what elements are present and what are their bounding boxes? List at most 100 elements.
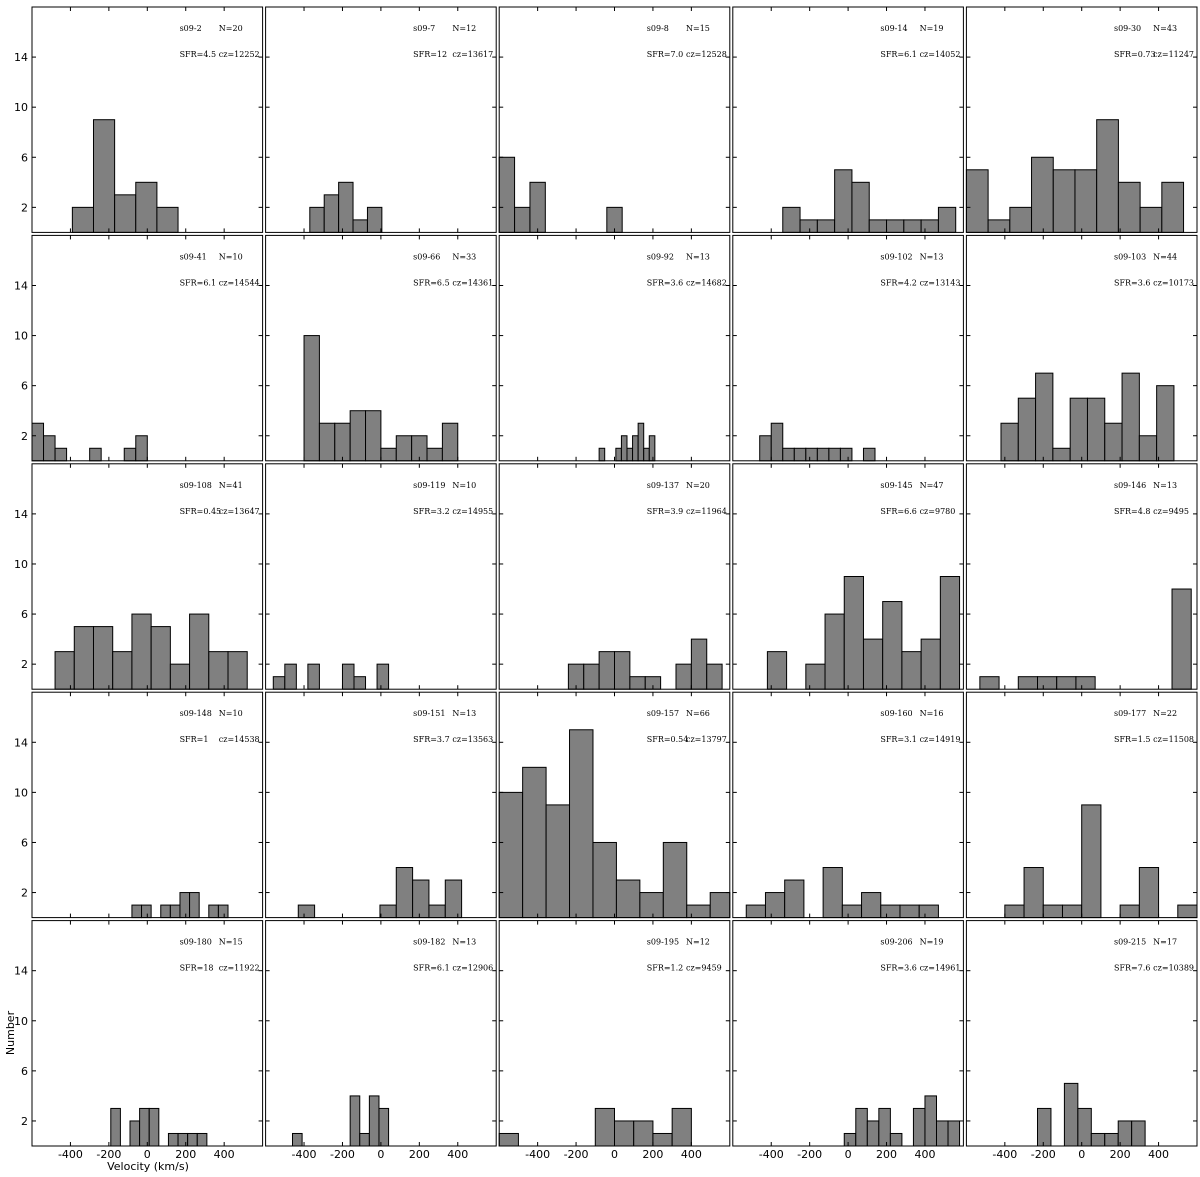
y-tick-label: 14 bbox=[14, 279, 28, 292]
histogram-bar bbox=[615, 879, 641, 919]
y-tick-label: 14 bbox=[14, 51, 28, 64]
histogram-bar bbox=[378, 1107, 390, 1147]
histogram-bar bbox=[169, 663, 191, 690]
sfr-label: SFR=3.6 bbox=[880, 964, 916, 973]
sfr-label: SFR=0.73 bbox=[1114, 50, 1156, 59]
sfr-label: SFR=7.0 bbox=[647, 50, 683, 59]
y-tick-label: 14 bbox=[14, 508, 28, 521]
histogram-bar bbox=[272, 676, 286, 690]
histogram-bar bbox=[639, 892, 664, 919]
galaxy-name-label: s09-148 bbox=[180, 709, 212, 718]
galaxy-name-label: s09-108 bbox=[180, 481, 212, 490]
histogram-bar bbox=[805, 447, 818, 462]
histogram-bar bbox=[349, 1095, 361, 1147]
histogram-bar bbox=[444, 879, 463, 919]
x-tick-label: 0 bbox=[377, 1148, 384, 1161]
histogram-bar bbox=[412, 879, 430, 919]
panel-frame bbox=[732, 691, 964, 919]
histogram-bar bbox=[498, 1132, 519, 1147]
galaxy-name-label: s09-195 bbox=[647, 938, 679, 947]
cz-label: cz=12528 bbox=[686, 50, 727, 59]
histogram-bar bbox=[633, 1120, 654, 1147]
panel-s09-8: s09-8 N=15 SFR=7.0 cz=12528 bbox=[498, 6, 731, 233]
galaxy-name-label: s09-145 bbox=[880, 481, 912, 490]
histogram-bar bbox=[349, 410, 367, 462]
sfr-label: SFR=1.5 bbox=[1114, 735, 1150, 744]
sfr-label: SFR=3.6 bbox=[1114, 278, 1150, 287]
x-tick-label: -200 bbox=[330, 1148, 355, 1161]
histogram-bar bbox=[1077, 1107, 1092, 1147]
sfr-label: SFR=3.1 bbox=[880, 735, 916, 744]
cz-label: cz=14919 bbox=[920, 735, 961, 744]
panel-s09-102: s09-102 N=13 SFR=4.2 cz=13143 bbox=[732, 234, 964, 462]
histogram-bar bbox=[1023, 867, 1044, 919]
cz-label: cz=9495 bbox=[1153, 507, 1189, 516]
cz-label: cz=14961 bbox=[920, 964, 961, 973]
histogram-bar bbox=[901, 651, 922, 690]
histogram-bar bbox=[43, 435, 56, 462]
x-tick-label: 400 bbox=[914, 1148, 935, 1161]
histogram-bar bbox=[380, 447, 397, 462]
panel-frame bbox=[498, 234, 731, 462]
panel-s09-215: -400 -200 0 200 400 s09-215 N=17 SFR=7.6 cz=1038… bbox=[965, 920, 1198, 1161]
sfr-label: SFR=3.7 bbox=[413, 735, 449, 744]
histogram-bar bbox=[592, 841, 617, 919]
sfr-label: SFR=4.5 bbox=[180, 50, 216, 59]
histogram-bar bbox=[366, 206, 383, 233]
n-count-label: N=10 bbox=[452, 481, 476, 490]
y-tick-label: 2 bbox=[21, 887, 28, 900]
histogram-bar bbox=[1056, 676, 1077, 690]
sfr-label: SFR=3.2 bbox=[413, 507, 449, 516]
x-tick-label: 0 bbox=[845, 1148, 852, 1161]
x-tick-label: 400 bbox=[214, 1148, 235, 1161]
histogram-bar bbox=[569, 729, 594, 919]
cz-label: cz=12252 bbox=[219, 50, 260, 59]
y-tick-label: 6 bbox=[21, 608, 28, 621]
x-tick-label: -400 bbox=[992, 1148, 1017, 1161]
galaxy-name-label: s09-92 bbox=[647, 252, 674, 261]
cz-label: cz=12906 bbox=[452, 964, 493, 973]
histogram-bar bbox=[1104, 1132, 1119, 1147]
y-tick-label: 14 bbox=[14, 736, 28, 749]
histogram-bar bbox=[851, 181, 870, 233]
histogram-bar bbox=[1017, 397, 1037, 462]
histogram-bar bbox=[284, 663, 297, 690]
cz-label: cz=11922 bbox=[219, 964, 260, 973]
galaxy-name-label: s09-66 bbox=[413, 252, 440, 261]
histogram-bar bbox=[189, 613, 210, 690]
histogram-bar bbox=[784, 879, 805, 919]
histogram-bar bbox=[379, 904, 397, 919]
histogram-bar bbox=[899, 904, 920, 919]
sfr-label: SFR=3.9 bbox=[647, 507, 683, 516]
x-tick-label: 0 bbox=[144, 1148, 151, 1161]
panel-frame bbox=[31, 234, 264, 462]
cz-label: cz=9780 bbox=[920, 507, 956, 516]
galaxy-name-label: s09-177 bbox=[1114, 709, 1146, 718]
n-count-label: N=41 bbox=[219, 481, 243, 490]
histogram-bar bbox=[112, 651, 133, 690]
histogram-bar bbox=[169, 904, 181, 919]
cz-label: cz=13647 bbox=[219, 507, 260, 516]
histogram-bar bbox=[598, 447, 606, 462]
n-count-label: N=20 bbox=[686, 481, 710, 490]
histogram-bar bbox=[947, 1120, 961, 1147]
histogram-bar bbox=[309, 206, 325, 233]
histogram-bar bbox=[866, 1120, 880, 1147]
histogram-bar bbox=[615, 447, 622, 462]
histogram-bar bbox=[359, 1132, 370, 1147]
sfr-label: SFR=0.45 bbox=[180, 507, 222, 516]
histogram-bar bbox=[217, 904, 229, 919]
n-count-label: N=16 bbox=[920, 709, 944, 718]
sfr-label: SFR=1.2 bbox=[647, 964, 683, 973]
histogram-bar bbox=[529, 181, 546, 233]
histogram-bar bbox=[135, 435, 148, 462]
histogram-bar bbox=[156, 206, 179, 233]
panel-frame bbox=[31, 691, 264, 919]
histogram-bar bbox=[652, 1132, 673, 1147]
y-tick-label: 6 bbox=[21, 151, 28, 164]
histogram-bar bbox=[1000, 422, 1019, 462]
histogram-bar bbox=[828, 447, 841, 462]
histogram-bar bbox=[187, 1132, 198, 1147]
histogram-bar bbox=[334, 422, 351, 462]
